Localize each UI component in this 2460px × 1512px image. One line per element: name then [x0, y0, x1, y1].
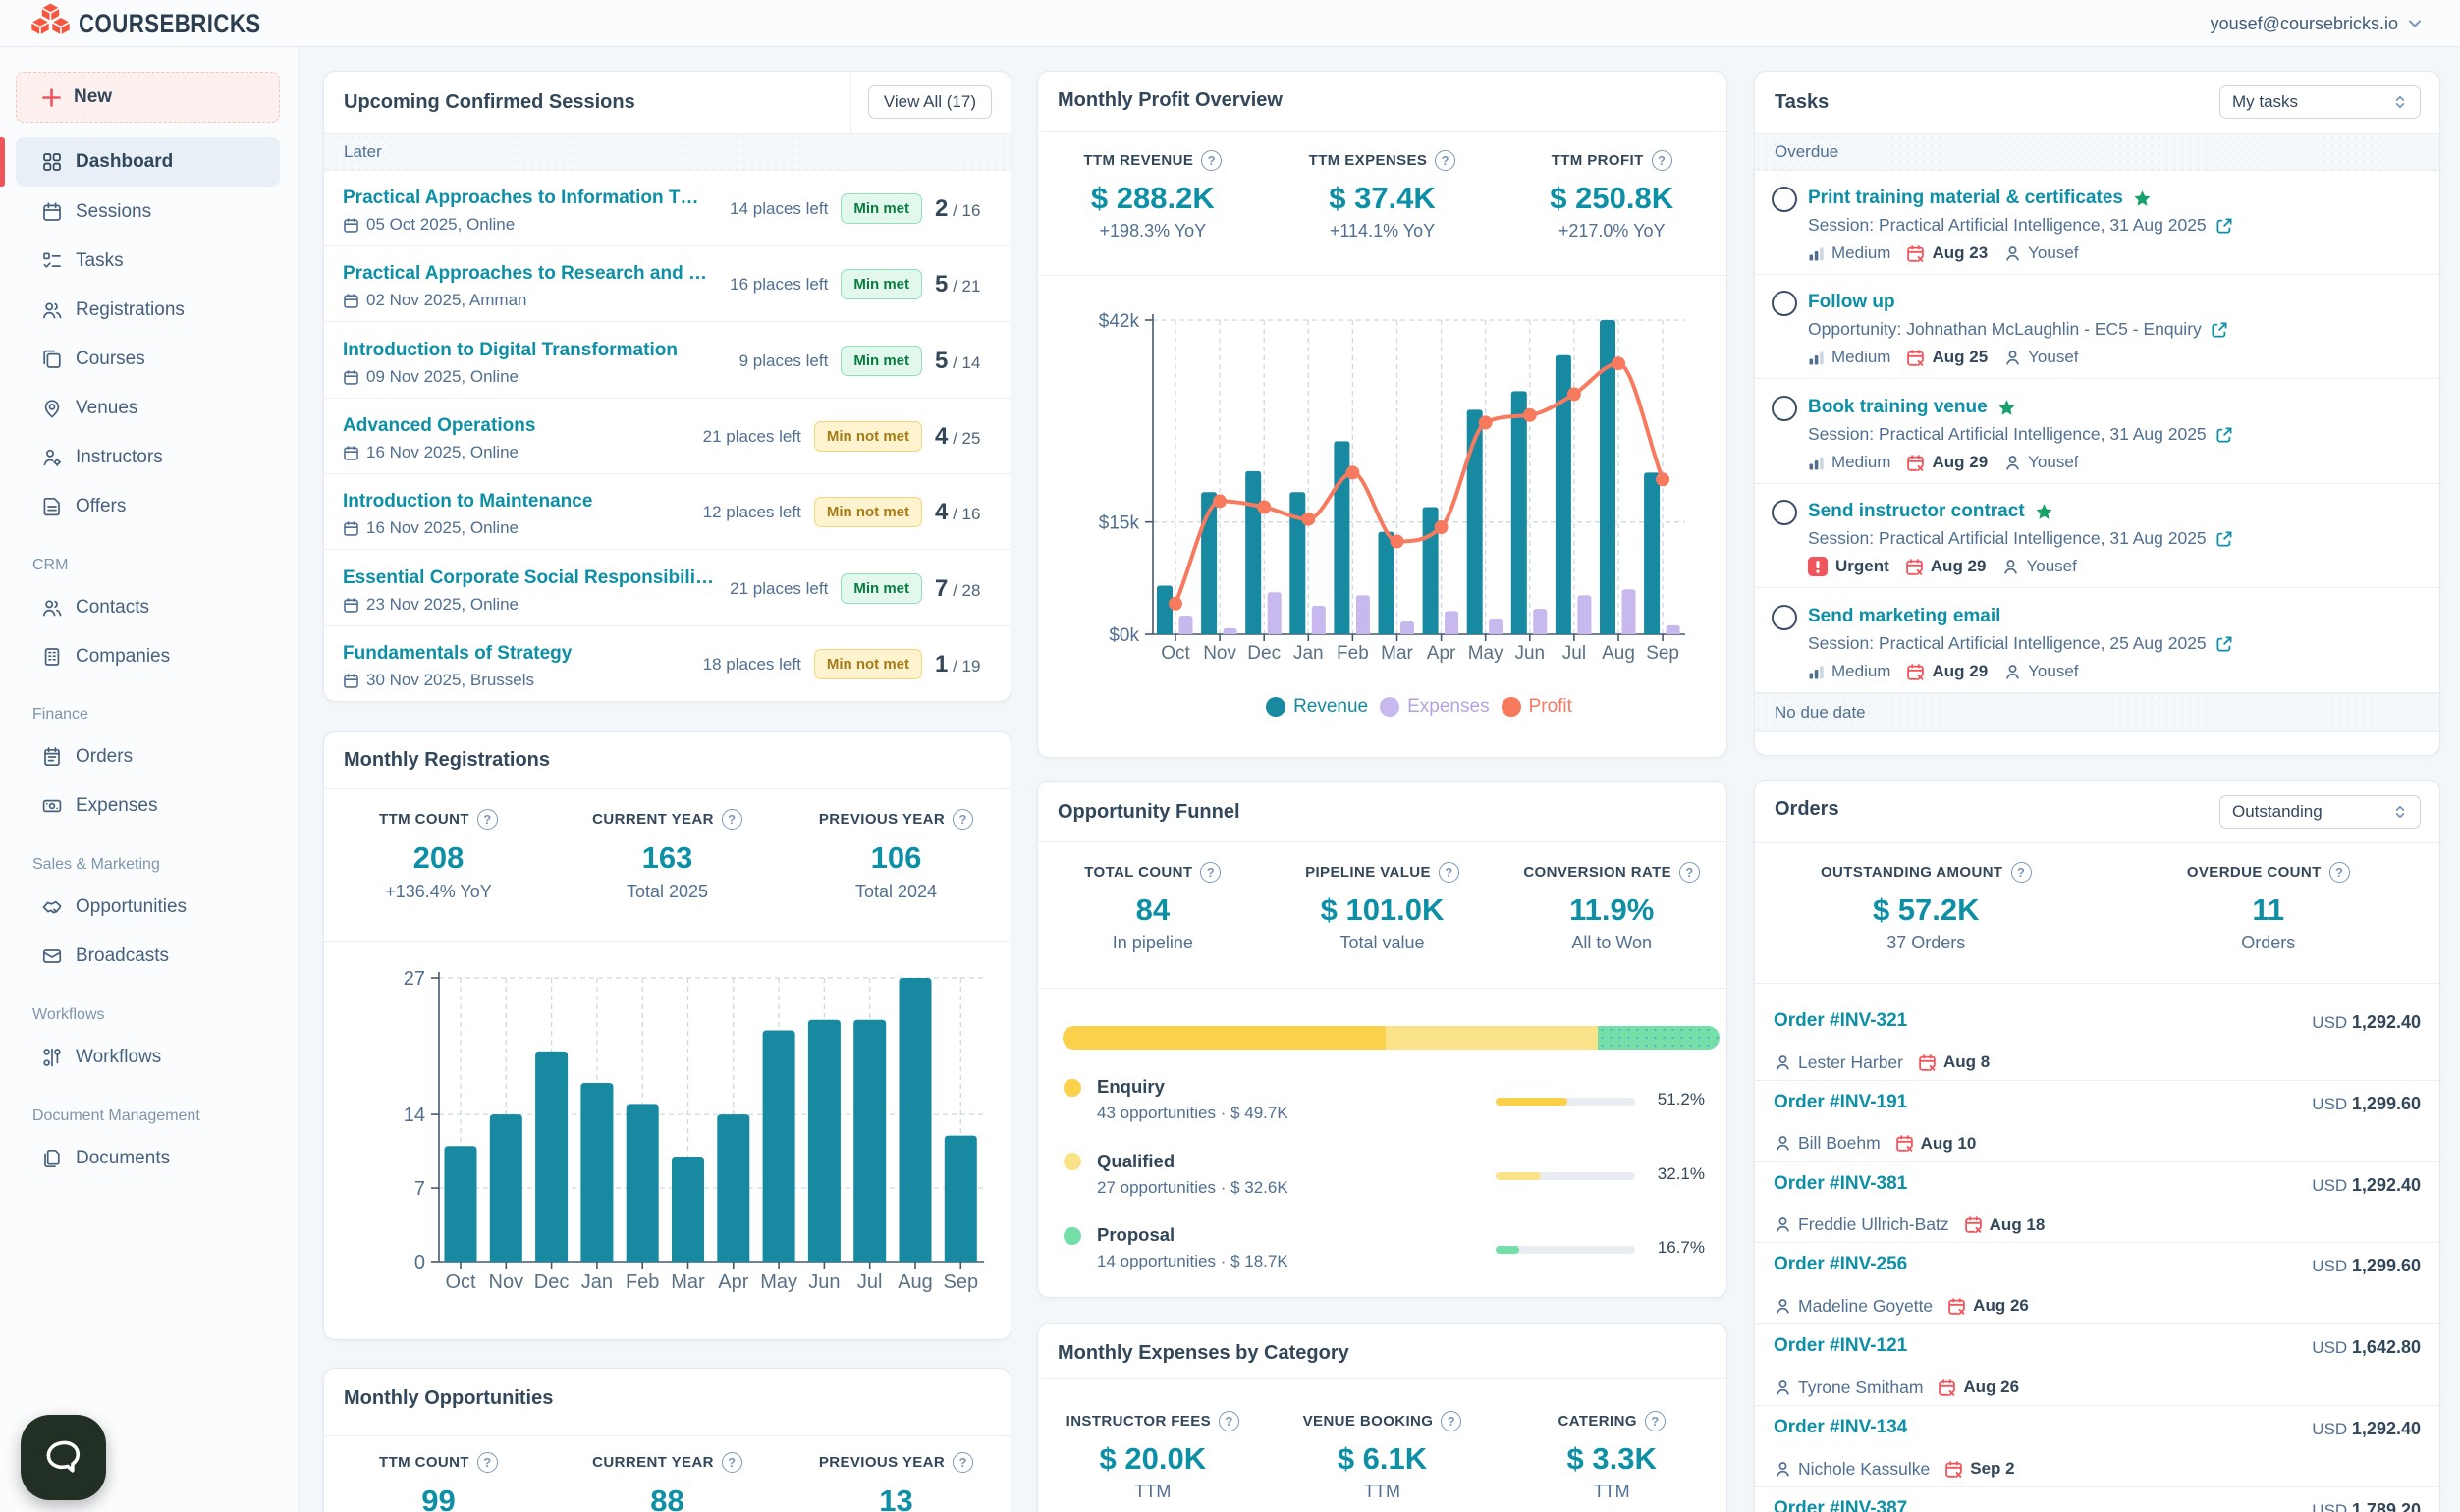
svg-text:Sep: Sep [944, 1271, 979, 1293]
svg-text:$42k: $42k [1099, 311, 1140, 332]
svg-text:Apr: Apr [1427, 643, 1456, 664]
svg-text:Jun: Jun [1514, 643, 1545, 664]
svg-text:Jan: Jan [1293, 643, 1324, 664]
svg-text:Nov: Nov [489, 1271, 524, 1293]
svg-text:$0k: $0k [1109, 625, 1139, 646]
svg-text:Feb: Feb [626, 1271, 659, 1293]
svg-text:7: 7 [414, 1178, 425, 1200]
svg-text:May: May [760, 1271, 797, 1293]
svg-text:Jun: Jun [808, 1271, 840, 1293]
svg-text:Dec: Dec [1247, 643, 1281, 664]
svg-text:Jul: Jul [857, 1271, 883, 1293]
svg-text:Apr: Apr [718, 1271, 748, 1293]
svg-text:14: 14 [404, 1105, 425, 1126]
svg-text:Oct: Oct [1161, 643, 1190, 664]
svg-text:Sep: Sep [1646, 643, 1679, 664]
svg-text:$15k: $15k [1099, 513, 1140, 534]
svg-text:Aug: Aug [1602, 643, 1635, 664]
svg-text:Mar: Mar [1381, 643, 1413, 664]
svg-text:27: 27 [404, 968, 425, 990]
svg-text:Oct: Oct [445, 1271, 476, 1293]
svg-text:Jan: Jan [581, 1271, 613, 1293]
svg-text:May: May [1468, 643, 1503, 664]
svg-text:0: 0 [414, 1252, 425, 1273]
svg-text:Mar: Mar [671, 1271, 705, 1293]
svg-text:Feb: Feb [1337, 643, 1369, 664]
svg-text:Nov: Nov [1203, 643, 1236, 664]
svg-text:Aug: Aug [898, 1271, 933, 1293]
svg-text:Jul: Jul [1562, 643, 1586, 664]
svg-text:Dec: Dec [534, 1271, 570, 1293]
